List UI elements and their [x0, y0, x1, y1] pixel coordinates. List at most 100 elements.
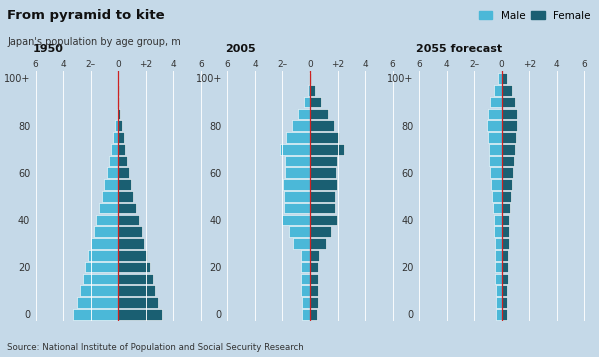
Bar — [284, 203, 310, 213]
Bar — [304, 97, 310, 107]
Bar — [310, 132, 339, 143]
Bar — [502, 273, 508, 284]
Bar — [285, 156, 310, 166]
Bar — [110, 156, 118, 166]
Bar — [301, 262, 310, 272]
Bar — [118, 156, 127, 166]
Bar — [502, 73, 507, 84]
Bar — [118, 120, 122, 131]
Bar — [117, 109, 118, 119]
Bar — [113, 132, 118, 143]
Bar — [118, 262, 150, 272]
Bar — [118, 167, 129, 178]
Bar — [83, 273, 118, 284]
Bar — [496, 297, 502, 308]
Bar — [310, 85, 315, 96]
Bar — [310, 73, 311, 84]
Bar — [487, 120, 502, 131]
Bar — [115, 120, 118, 131]
Bar — [310, 109, 328, 119]
Bar — [310, 297, 317, 308]
Bar — [310, 262, 318, 272]
Bar — [498, 73, 502, 84]
Bar — [502, 203, 510, 213]
Bar — [490, 97, 502, 107]
Bar — [118, 309, 162, 320]
Bar — [118, 273, 153, 284]
Bar — [310, 226, 331, 237]
Bar — [495, 238, 502, 249]
Bar — [118, 297, 158, 308]
Bar — [73, 309, 118, 320]
Bar — [280, 144, 310, 155]
Bar — [502, 97, 515, 107]
Bar — [285, 167, 310, 178]
Text: Japan's population by age group, m: Japan's population by age group, m — [7, 37, 181, 47]
Bar — [502, 85, 512, 96]
Bar — [289, 226, 310, 237]
Bar — [298, 109, 310, 119]
Bar — [107, 167, 118, 178]
Bar — [310, 238, 326, 249]
Bar — [493, 203, 502, 213]
Bar — [117, 97, 118, 107]
Bar — [310, 309, 317, 320]
Bar — [88, 250, 118, 261]
Bar — [302, 297, 310, 308]
Bar — [310, 203, 335, 213]
Bar — [284, 191, 310, 202]
Bar — [111, 144, 118, 155]
Bar — [118, 226, 142, 237]
Text: From pyramid to kite: From pyramid to kite — [7, 9, 165, 22]
Bar — [118, 144, 125, 155]
Bar — [118, 179, 131, 190]
Bar — [502, 132, 516, 143]
Text: 2055 forecast: 2055 forecast — [416, 44, 503, 54]
Bar — [91, 238, 118, 249]
Bar — [495, 262, 502, 272]
Bar — [118, 203, 136, 213]
Bar — [492, 191, 502, 202]
Bar — [310, 179, 337, 190]
Bar — [491, 179, 502, 190]
Bar — [489, 156, 502, 166]
Bar — [85, 262, 118, 272]
Bar — [93, 226, 118, 237]
Bar — [494, 85, 502, 96]
Bar — [118, 191, 134, 202]
Bar — [80, 285, 118, 296]
Bar — [502, 144, 515, 155]
Bar — [502, 285, 507, 296]
Bar — [118, 97, 119, 107]
Bar — [301, 250, 310, 261]
Bar — [495, 285, 502, 296]
Bar — [310, 97, 321, 107]
Bar — [310, 144, 344, 155]
Bar — [502, 226, 509, 237]
Bar — [491, 167, 502, 178]
Bar — [488, 132, 502, 143]
Bar — [302, 309, 310, 320]
Bar — [118, 285, 156, 296]
Bar — [502, 156, 514, 166]
Bar — [502, 167, 513, 178]
Bar — [118, 109, 120, 119]
Bar — [502, 120, 518, 131]
Bar — [301, 285, 310, 296]
Bar — [502, 179, 512, 190]
Bar — [286, 132, 310, 143]
Text: Source: National Institute of Population and Social Security Research: Source: National Institute of Population… — [7, 343, 304, 352]
Bar — [495, 250, 502, 261]
Bar — [310, 250, 319, 261]
Bar — [307, 85, 310, 96]
Bar — [496, 309, 502, 320]
Bar — [502, 215, 509, 225]
Bar — [310, 156, 337, 166]
Bar — [310, 273, 318, 284]
Bar — [502, 191, 510, 202]
Bar — [502, 238, 509, 249]
Bar — [310, 120, 334, 131]
Bar — [494, 215, 502, 225]
Bar — [99, 203, 118, 213]
Legend: Male, Female: Male, Female — [479, 11, 591, 21]
